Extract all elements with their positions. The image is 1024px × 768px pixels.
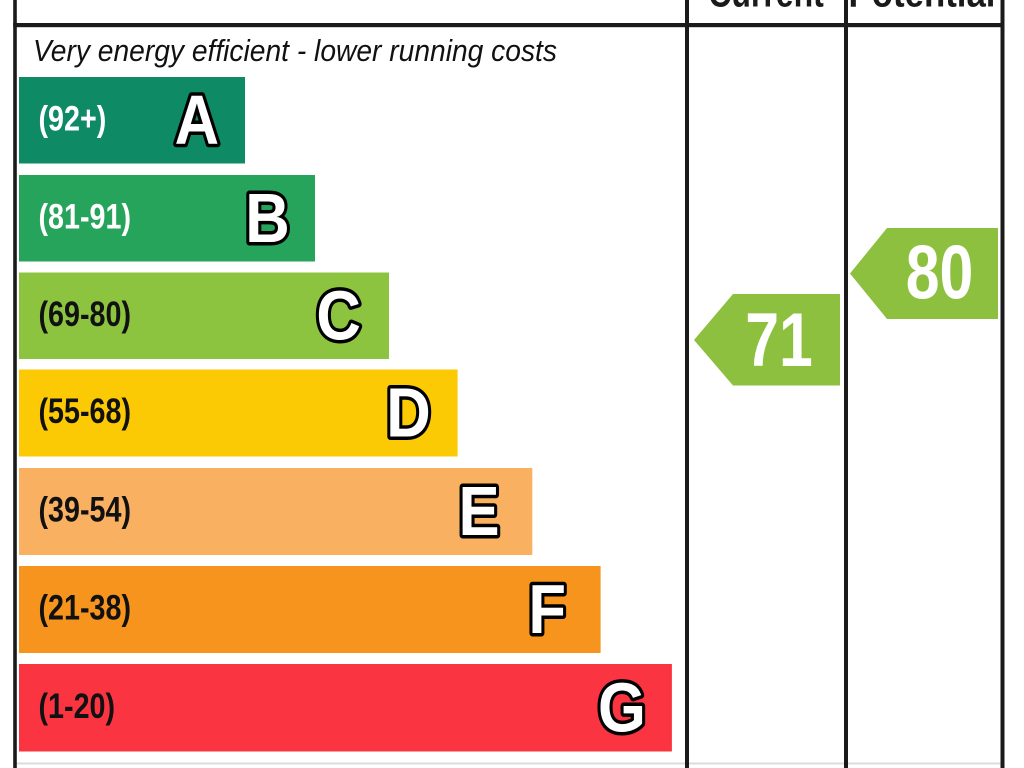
svg-text:Very energy efficient - lower: Very energy efficient - lower running co…	[33, 34, 557, 69]
svg-text:(21-38): (21-38)	[39, 588, 132, 627]
svg-text:Current: Current	[708, 0, 824, 15]
svg-text:(81-91): (81-91)	[39, 197, 132, 236]
svg-text:(55-68): (55-68)	[39, 391, 132, 430]
svg-text:(69-80): (69-80)	[39, 294, 132, 333]
svg-text:F: F	[528, 569, 566, 648]
svg-text:(39-54): (39-54)	[39, 490, 132, 529]
svg-text:Potential: Potential	[849, 0, 996, 15]
svg-text:80: 80	[906, 230, 974, 315]
svg-text:B: B	[245, 178, 289, 257]
svg-text:71: 71	[745, 298, 813, 383]
svg-text:(1-20): (1-20)	[39, 686, 116, 725]
svg-text:A: A	[175, 80, 219, 159]
svg-text:E: E	[458, 471, 499, 550]
svg-text:(92+): (92+)	[39, 99, 107, 138]
svg-text:D: D	[386, 373, 430, 452]
svg-text:C: C	[316, 276, 360, 355]
svg-text:G: G	[598, 668, 646, 747]
